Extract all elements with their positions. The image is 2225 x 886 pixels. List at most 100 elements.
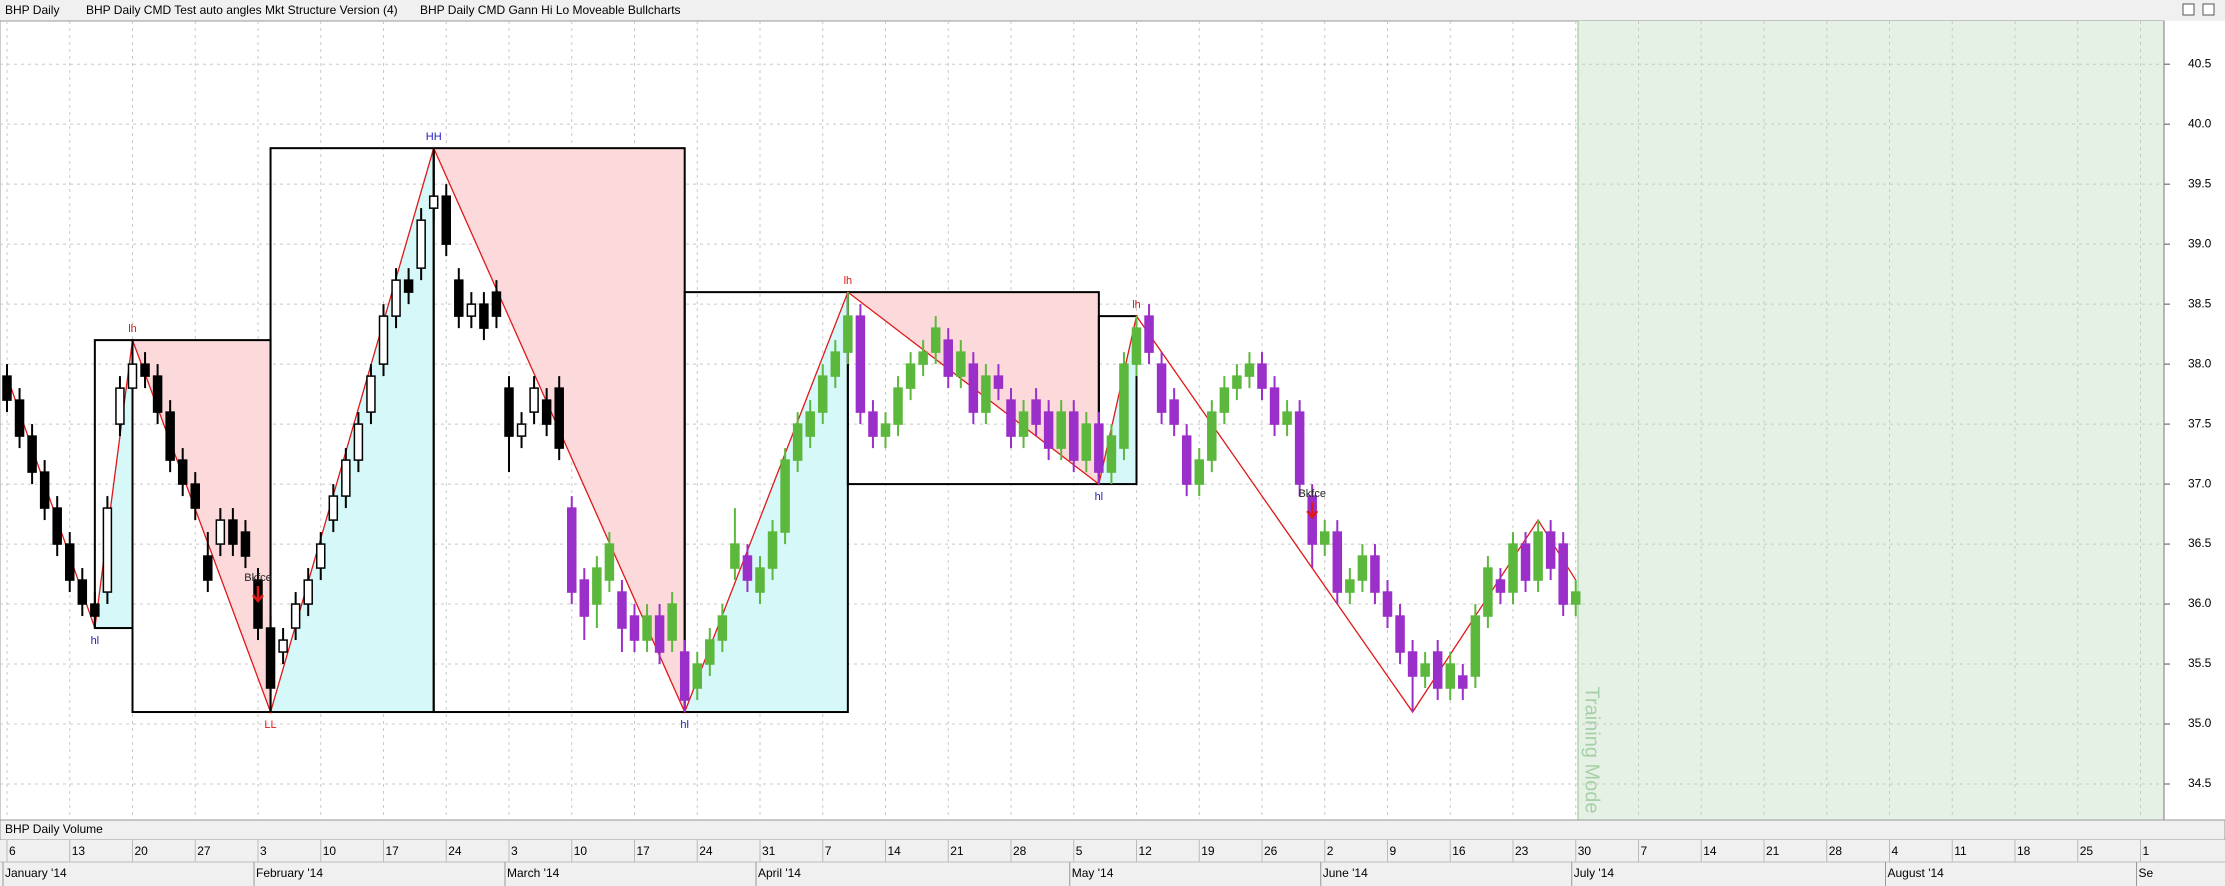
candle-body <box>353 423 364 461</box>
y-tick-label: 36.0 <box>2188 596 2212 610</box>
candle-body <box>993 375 1004 389</box>
x-tick-label: 27 <box>197 844 211 858</box>
candle-body <box>290 603 301 629</box>
x-tick-label: 28 <box>1013 844 1027 858</box>
candle-body <box>1018 411 1029 437</box>
candle-body <box>855 315 866 413</box>
candle-body <box>579 579 590 617</box>
candle-body <box>1320 531 1330 545</box>
y-tick-label: 37.0 <box>2188 476 2212 490</box>
candle-body <box>767 531 778 569</box>
month-label: March '14 <box>507 866 560 880</box>
x-tick-label: 13 <box>72 844 86 858</box>
candle-body <box>1056 411 1066 449</box>
month-label: June '14 <box>1323 866 1368 880</box>
candle-body <box>378 315 389 365</box>
candle-body <box>1432 651 1443 689</box>
x-tick-label: 12 <box>1139 844 1153 858</box>
candle-body <box>1307 495 1317 545</box>
candle-body <box>956 351 966 377</box>
candle-body <box>592 567 602 605</box>
candle-body <box>27 435 37 473</box>
candle-body <box>203 555 213 581</box>
volume-pane-title: BHP Daily Volume <box>5 822 103 836</box>
candle-body <box>1571 591 1581 605</box>
x-tick-label: 3 <box>511 844 518 858</box>
structure-label: hl <box>1095 491 1104 503</box>
y-tick-label: 34.5 <box>2188 776 2212 790</box>
x-tick-label: 1 <box>2143 844 2150 858</box>
candle-body <box>1156 363 1167 413</box>
candle-body <box>1495 579 1506 593</box>
candle-body <box>1420 663 1430 677</box>
structure-label: HH <box>426 131 442 143</box>
candle-body <box>1181 435 1192 485</box>
candle-body <box>1207 411 1217 461</box>
candle-body <box>215 519 226 545</box>
candle-body <box>843 315 853 353</box>
structure-label: lh <box>844 275 853 287</box>
candle-body <box>90 603 100 617</box>
y-tick-label: 40.0 <box>2188 116 2212 130</box>
x-tick-label: 9 <box>1390 844 1397 858</box>
candle-body <box>77 579 88 605</box>
candle-body <box>880 423 891 437</box>
y-tick-label: 40.5 <box>2188 56 2212 70</box>
x-tick-label: 19 <box>1201 844 1215 858</box>
candle-body <box>1470 615 1481 677</box>
restore-button[interactable] <box>2182 3 2195 16</box>
x-tick-label: 16 <box>1452 844 1466 858</box>
candle-body <box>717 615 728 641</box>
y-tick-label: 39.0 <box>2188 236 2212 250</box>
candle-body <box>190 483 200 509</box>
annotation-arrow <box>252 586 264 604</box>
candle-body <box>529 387 539 413</box>
structure-label: hl <box>91 635 100 647</box>
candle-body <box>1520 543 1531 581</box>
candle-body <box>278 639 288 653</box>
candle-body <box>1345 579 1355 593</box>
candle-body <box>1169 399 1179 425</box>
candle-body <box>654 615 665 653</box>
close-button[interactable] <box>2202 3 2215 16</box>
candle-body <box>328 495 339 521</box>
candle-body <box>102 507 113 593</box>
candle-body <box>140 363 150 377</box>
x-tick-label: 10 <box>323 844 337 858</box>
x-tick-label: 28 <box>1829 844 1843 858</box>
month-label: January '14 <box>5 866 67 880</box>
candle-body <box>1244 363 1255 377</box>
candle-body <box>504 387 514 437</box>
candle-body <box>1269 387 1280 425</box>
candle-body <box>943 339 953 377</box>
x-tick-label: 4 <box>1892 844 1899 858</box>
month-label: February '14 <box>256 866 323 880</box>
annotation-arrow <box>1306 502 1319 520</box>
candle-body <box>780 459 790 533</box>
candle-body <box>730 543 740 569</box>
candle-body <box>1458 675 1468 689</box>
candle-body <box>165 411 175 461</box>
candle-body <box>1370 555 1380 593</box>
training-label: Training Mode <box>1581 686 1603 813</box>
candle-body <box>893 387 903 425</box>
x-tick-label: 17 <box>386 844 400 858</box>
x-tick-label: 6 <box>9 844 16 858</box>
candle-body <box>428 195 439 209</box>
candle-body <box>1382 591 1393 617</box>
candle-body <box>1219 387 1230 413</box>
candle-body <box>805 411 815 437</box>
x-tick-label: 11 <box>1954 844 1967 858</box>
candle-body <box>1194 459 1204 485</box>
candle-body <box>1232 375 1242 389</box>
candle-body <box>39 471 50 509</box>
x-tick-label: 25 <box>2080 844 2094 858</box>
candle-body <box>642 615 652 641</box>
candle-body <box>1144 315 1154 353</box>
candle-body <box>2 375 12 401</box>
month-label: Se <box>2139 866 2154 880</box>
candle-body <box>1031 399 1041 425</box>
candle-body <box>629 615 640 641</box>
candle-body <box>1106 435 1117 473</box>
